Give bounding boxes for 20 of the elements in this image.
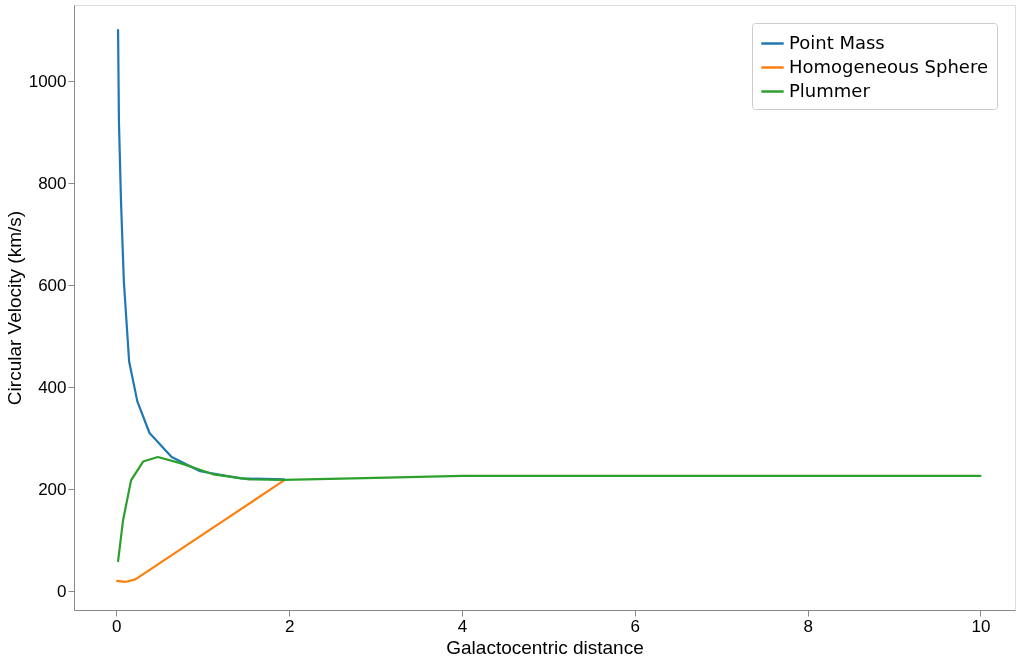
- y-tick-label: 400: [38, 377, 67, 397]
- x-axis-title: Galactocentric distance: [446, 636, 644, 658]
- x-tick-label: 8: [803, 616, 813, 636]
- legend-label: Point Mass: [789, 31, 885, 53]
- y-tick-label: 200: [38, 479, 67, 499]
- x-tick-label: 10: [971, 616, 991, 636]
- line-series: [116, 479, 286, 584]
- y-tick-label: 0: [57, 581, 67, 601]
- legend-label: Plummer: [789, 79, 871, 101]
- y-tick-label: 800: [38, 173, 67, 193]
- x-tick-label: 0: [112, 616, 122, 636]
- x-tick-label: 2: [284, 616, 295, 636]
- y-axis-title: Circular Velocity (km/s): [3, 210, 25, 406]
- x-tick-label: 6: [630, 616, 641, 636]
- y-tick-label: 600: [38, 275, 67, 295]
- line-series: [116, 455, 982, 563]
- y-tick-label: 1000: [28, 71, 67, 91]
- line-series: [116, 28, 286, 481]
- x-tick-label: 4: [457, 616, 468, 636]
- legend-label: Homogeneous Sphere: [789, 55, 989, 77]
